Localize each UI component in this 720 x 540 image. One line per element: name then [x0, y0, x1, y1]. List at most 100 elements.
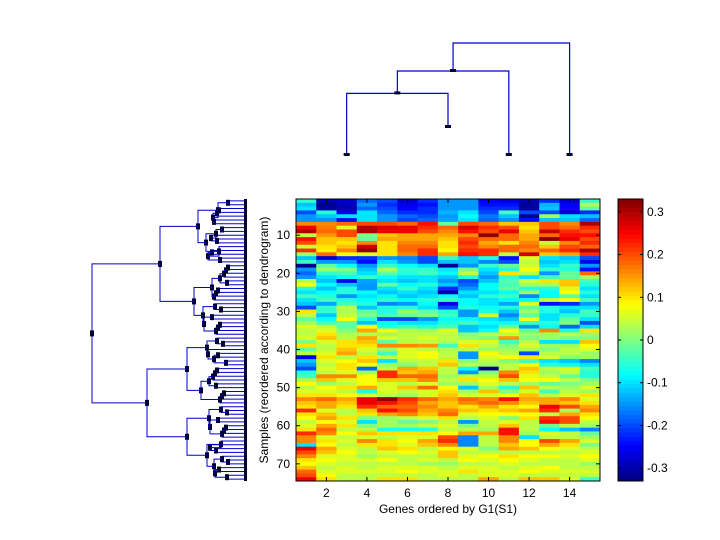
heatmap-cell	[478, 465, 500, 471]
heatmap-cell	[458, 237, 479, 242]
heatmap-cell	[559, 423, 581, 429]
heatmap-cell	[397, 404, 419, 410]
heatmap-cell	[296, 259, 317, 265]
heatmap-cell	[417, 237, 439, 242]
heatmap-cell	[498, 359, 520, 364]
heatmap-cell	[356, 359, 378, 364]
heatmap-cell	[437, 469, 459, 474]
heatmap-cell	[336, 355, 358, 360]
dendrogram-node	[566, 153, 573, 156]
dendrogram-link	[216, 209, 244, 217]
heatmap-cell	[377, 240, 398, 246]
heatmap-cell	[336, 359, 358, 364]
heatmap-cell	[559, 446, 581, 452]
heatmap-cell	[579, 320, 601, 326]
x-tick-label: 6	[404, 486, 411, 500]
heatmap-cell	[458, 271, 479, 276]
heatmap-cell	[559, 279, 581, 284]
heatmap-cell	[498, 263, 520, 269]
heatmap-cell	[417, 431, 439, 436]
heatmap-cell	[498, 248, 520, 253]
heatmap-cell	[518, 282, 540, 288]
heatmap-cell	[377, 340, 398, 345]
heatmap-cell	[518, 389, 540, 394]
heatmap-cell	[417, 279, 439, 284]
heatmap-cell	[316, 442, 338, 448]
heatmap-cell	[437, 362, 459, 368]
heatmap-cell	[458, 381, 479, 387]
heatmap-cell	[296, 416, 317, 421]
heatmap-cell	[417, 439, 439, 444]
colorbar-segment	[618, 340, 643, 345]
heatmap-cell	[498, 343, 520, 349]
heatmap-cell	[336, 233, 358, 238]
heatmap	[296, 199, 601, 482]
heatmap-cell	[498, 237, 520, 242]
heatmap-cell	[518, 465, 540, 471]
heatmap-cell	[397, 446, 419, 452]
heatmap-cell	[478, 439, 500, 444]
heatmap-cell	[397, 267, 419, 272]
heatmap-cell	[316, 313, 338, 318]
heatmap-cell	[356, 252, 378, 257]
heatmap-cell	[478, 317, 500, 322]
heatmap-cell	[296, 298, 317, 303]
heatmap-cell	[377, 400, 398, 406]
heatmap-cell	[559, 271, 581, 276]
dendrogram-leaf-bar	[244, 199, 247, 481]
heatmap-cell	[377, 351, 398, 356]
heatmap-cell	[498, 461, 520, 467]
heatmap-cell	[356, 366, 378, 371]
heatmap-cell	[356, 465, 378, 471]
heatmap-cell	[478, 381, 500, 387]
heatmap-cell	[296, 473, 317, 478]
heatmap-cell	[539, 218, 560, 223]
heatmap-cell	[417, 202, 439, 208]
heatmap-cell	[437, 290, 459, 295]
heatmap-cell	[336, 237, 358, 242]
heatmap-cell	[356, 206, 378, 211]
heatmap-cell	[498, 210, 520, 215]
heatmap-cell	[458, 240, 479, 246]
heatmap-cell	[437, 328, 459, 333]
heatmap-cell	[518, 252, 540, 257]
heatmap-cell	[296, 275, 317, 280]
heatmap-cell	[518, 305, 540, 311]
heatmap-cell	[518, 244, 540, 250]
heatmap-cell	[316, 465, 338, 471]
heatmap-cell	[579, 473, 601, 478]
heatmap-cell	[458, 450, 479, 455]
heatmap-cell	[539, 359, 560, 364]
heatmap-cell	[377, 301, 398, 307]
heatmap-cell	[579, 271, 601, 276]
heatmap-cell	[336, 275, 358, 280]
dendrogram-link	[222, 341, 244, 347]
heatmap-cell	[397, 221, 419, 227]
heatmap-cell	[397, 450, 419, 455]
heatmap-cell	[437, 237, 459, 242]
heatmap-cell	[478, 393, 500, 398]
heatmap-cell	[296, 400, 317, 406]
heatmap-cell	[296, 362, 317, 368]
heatmap-cell	[559, 435, 581, 440]
heatmap-cell	[296, 340, 317, 345]
heatmap-cell	[296, 240, 317, 246]
x-axis: 2 4 6 8 10 12 14	[323, 199, 577, 500]
heatmap-cell	[356, 469, 378, 474]
heatmap-cell	[579, 442, 601, 448]
heatmap-cell	[539, 423, 560, 429]
heatmap-cell	[579, 282, 601, 288]
heatmap-cell	[478, 324, 500, 330]
heatmap-cell	[539, 275, 560, 280]
heatmap-cell	[579, 439, 601, 444]
heatmap-cell	[296, 328, 317, 333]
heatmap-cell	[397, 362, 419, 368]
heatmap-cell	[316, 450, 338, 455]
heatmap-cell	[296, 271, 317, 276]
heatmap-cell	[356, 340, 378, 345]
heatmap-cell	[559, 465, 581, 471]
dendrogram-node	[505, 153, 512, 156]
heatmap-cell	[316, 389, 338, 394]
heatmap-cell	[478, 347, 500, 352]
heatmap-cell	[296, 397, 317, 402]
